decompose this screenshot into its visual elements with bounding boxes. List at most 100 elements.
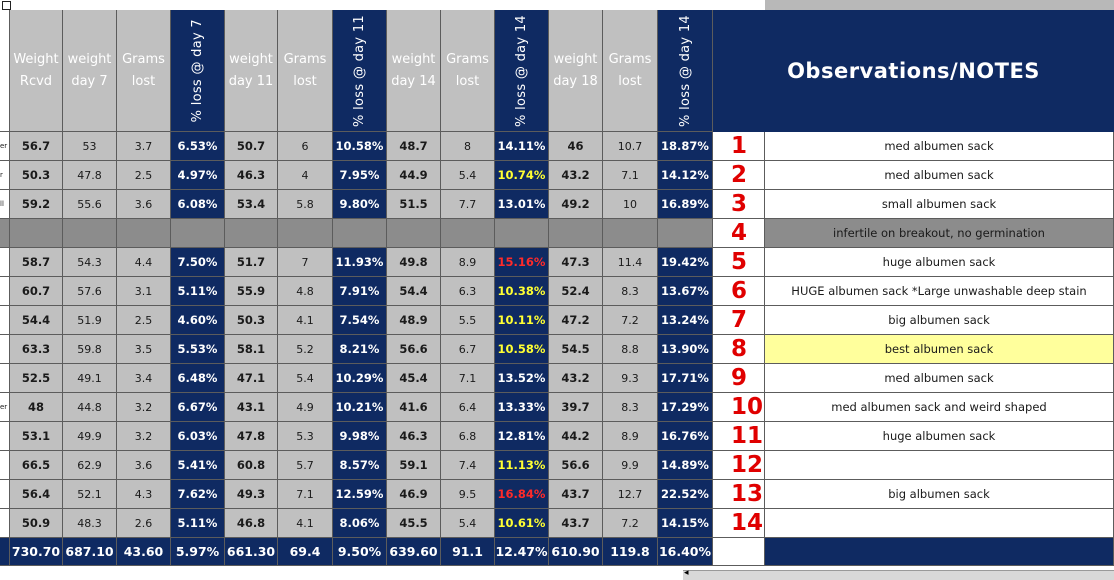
cell-w14[interactable]: 59.1 [387,451,441,480]
row-edge[interactable]: r [0,161,10,190]
cell-g18[interactable]: 8.3 [603,393,658,422]
cell-g14[interactable]: 7.4 [441,451,495,480]
cell-p11[interactable]: 12.59% [333,480,387,509]
header-p18[interactable]: % loss @ day 14 [658,10,713,132]
cell-g11[interactable]: 4.9 [278,393,333,422]
cell-p7[interactable]: 5.11% [171,509,225,538]
cell-p7[interactable]: 6.53% [171,132,225,161]
cell-p14[interactable]: 10.61% [495,509,549,538]
cell-p11[interactable] [333,219,387,248]
cell-w18[interactable]: 43.2 [549,161,603,190]
cell-w7[interactable]: 54.3 [63,248,117,277]
cell-g7[interactable]: 2.5 [117,161,171,190]
cell-g14[interactable]: 6.3 [441,277,495,306]
cell-p14[interactable]: 10.11% [495,306,549,335]
cell-w0[interactable]: 54.4 [10,306,63,335]
cell-w14[interactable]: 51.5 [387,190,441,219]
cell-p18[interactable]: 16.76% [658,422,713,451]
cell-p18[interactable]: 22.52% [658,480,713,509]
observation-note[interactable]: med albumen sack [765,161,1114,190]
cell-p11[interactable]: 8.21% [333,335,387,364]
cell-p7[interactable]: 4.60% [171,306,225,335]
cell-p11[interactable]: 7.95% [333,161,387,190]
cell-w0[interactable]: 58.7 [10,248,63,277]
row-edge[interactable] [0,451,10,480]
cell-w7[interactable] [63,219,117,248]
cell-g14[interactable]: 8 [441,132,495,161]
cell-w7[interactable]: 49.9 [63,422,117,451]
scroll-left-icon[interactable]: ◂ [684,568,689,578]
cell-w0[interactable]: 56.7 [10,132,63,161]
observation-note[interactable]: med albumen sack and weird shaped [765,393,1114,422]
cell-p11[interactable]: 10.58% [333,132,387,161]
cell-g11[interactable]: 7 [278,248,333,277]
cell-g7[interactable] [117,219,171,248]
cell-p14[interactable]: 13.52% [495,364,549,393]
total-w7[interactable]: 687.10 [63,538,117,566]
cell-p18[interactable]: 14.89% [658,451,713,480]
cell-p11[interactable]: 9.80% [333,190,387,219]
cell-g11[interactable]: 4.8 [278,277,333,306]
cell-p11[interactable]: 7.54% [333,306,387,335]
cell-w14[interactable]: 45.4 [387,364,441,393]
cell-p7[interactable]: 5.53% [171,335,225,364]
total-g7[interactable]: 43.60 [117,538,171,566]
header-w18[interactable]: weight day 18 [549,10,603,132]
observation-note[interactable]: med albumen sack [765,132,1114,161]
cell-w14[interactable]: 56.6 [387,335,441,364]
cell-w0[interactable]: 63.3 [10,335,63,364]
cell-w11[interactable]: 49.3 [225,480,278,509]
cell-g18[interactable]: 12.7 [603,480,658,509]
row-edge[interactable] [0,219,10,248]
cell-w18[interactable]: 44.2 [549,422,603,451]
row-edge[interactable] [0,335,10,364]
row-edge[interactable] [0,509,10,538]
cell-g14[interactable]: 5.4 [441,161,495,190]
cell-w0[interactable] [10,219,63,248]
header-w0[interactable]: Weight Rcvd [10,10,63,132]
cell-g18[interactable] [603,219,658,248]
cell-g11[interactable]: 5.4 [278,364,333,393]
cell-p11[interactable]: 8.57% [333,451,387,480]
cell-p18[interactable]: 18.87% [658,132,713,161]
total-g18[interactable]: 119.8 [603,538,658,566]
cell-p14[interactable]: 10.58% [495,335,549,364]
cell-p14[interactable]: 16.84% [495,480,549,509]
cell-w7[interactable]: 44.8 [63,393,117,422]
cell-p7[interactable]: 7.62% [171,480,225,509]
observation-note[interactable]: huge albumen sack [765,422,1114,451]
cell-g11[interactable]: 7.1 [278,480,333,509]
cell-p7[interactable]: 6.67% [171,393,225,422]
cell-g18[interactable]: 9.3 [603,364,658,393]
cell-g18[interactable]: 7.1 [603,161,658,190]
header-p11[interactable]: % loss @ day 11 [333,10,387,132]
cell-w0[interactable]: 59.2 [10,190,63,219]
cell-select-box[interactable] [2,1,11,10]
cell-w14[interactable]: 49.8 [387,248,441,277]
cell-p11[interactable]: 11.93% [333,248,387,277]
cell-g18[interactable]: 8.9 [603,422,658,451]
cell-p11[interactable]: 10.21% [333,393,387,422]
cell-p18[interactable]: 14.15% [658,509,713,538]
cell-w0[interactable]: 66.5 [10,451,63,480]
row-edge[interactable]: ll [0,190,10,219]
cell-g14[interactable]: 6.4 [441,393,495,422]
header-g7[interactable]: Grams lost [117,10,171,132]
observation-note[interactable]: HUGE albumen sack *Large unwashable deep… [765,277,1114,306]
cell-w11[interactable]: 53.4 [225,190,278,219]
observation-note[interactable]: big albumen sack [765,306,1114,335]
cell-w11[interactable]: 46.3 [225,161,278,190]
cell-g11[interactable]: 4.1 [278,306,333,335]
observation-note[interactable]: infertile on breakout, no germination [765,219,1114,248]
cell-w7[interactable]: 51.9 [63,306,117,335]
cell-w14[interactable]: 46.9 [387,480,441,509]
cell-p14[interactable]: 10.74% [495,161,549,190]
cell-p14[interactable]: 11.13% [495,451,549,480]
cell-g7[interactable]: 3.2 [117,393,171,422]
cell-p14[interactable]: 13.33% [495,393,549,422]
cell-p18[interactable] [658,219,713,248]
cell-g14[interactable]: 7.7 [441,190,495,219]
cell-w18[interactable]: 43.2 [549,364,603,393]
cell-w11[interactable]: 51.7 [225,248,278,277]
observation-note[interactable] [765,451,1114,480]
